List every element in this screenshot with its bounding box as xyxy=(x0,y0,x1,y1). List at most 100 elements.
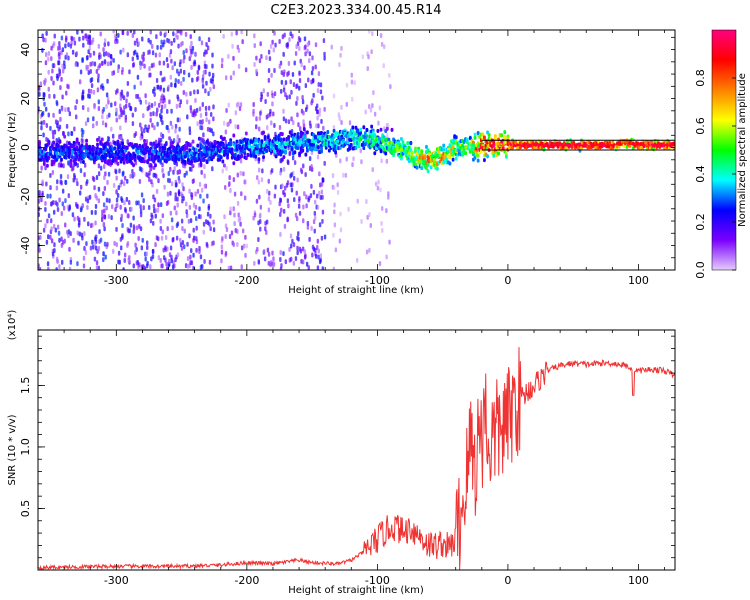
spectrogram-noise-cell xyxy=(267,196,271,202)
spectrogram-noise-cell xyxy=(152,203,156,209)
spectrogram-noise-cell xyxy=(170,58,173,64)
spectrogram-noise-cell xyxy=(143,63,146,69)
spectrogram-noise-cell xyxy=(278,201,281,207)
spectrogram-noise-cell xyxy=(227,121,231,127)
spectrogram-noise-cell xyxy=(44,37,47,43)
spectrogram-noise-cell xyxy=(78,36,81,42)
spectrogram-noise-cell xyxy=(297,231,300,237)
spectrogram-noise-cell xyxy=(170,258,173,264)
spectrogram-noise-cell xyxy=(317,71,321,77)
spectrogram-noise-cell xyxy=(66,83,69,89)
spectrogram-noise-cell xyxy=(98,63,101,69)
spectrogram-noise-cell xyxy=(132,62,135,68)
spectrogram-noise-cell xyxy=(49,172,52,178)
spectrogram-noise-cell xyxy=(220,258,223,264)
spectrogram-noise-cell xyxy=(342,172,345,178)
spectrogram-noise-cell xyxy=(75,114,78,120)
spectrogram-noise-cell xyxy=(85,66,89,72)
spectrogram-noise-cell xyxy=(113,240,116,246)
spectrogram-noise-cell xyxy=(318,111,321,117)
spectrogram-ridge-cell xyxy=(483,158,486,163)
spectrogram-noise-cell xyxy=(89,223,93,229)
spectrogram-noise-cell xyxy=(380,41,384,47)
spectrogram-noise-cell xyxy=(315,123,318,129)
spectrogram-noise-cell xyxy=(292,82,296,88)
spectrogram-noise-cell xyxy=(45,239,49,245)
spectrogram-noise-cell xyxy=(311,244,315,250)
spectrogram-noise-cell xyxy=(259,41,262,47)
spectrogram-noise-cell xyxy=(58,237,61,243)
spectrogram-noise-cell xyxy=(53,93,56,99)
spectrogram-noise-cell xyxy=(159,225,163,231)
spectrogram-noise-cell xyxy=(168,52,172,58)
spectrogram-ridge-cell xyxy=(296,146,300,151)
spectrogram-noise-cell xyxy=(163,39,166,45)
spectrogram-noise-cell xyxy=(206,193,209,199)
spectrogram-noise-cell xyxy=(318,259,322,265)
spectrogram-noise-cell xyxy=(273,123,276,129)
spectrogram-ridge-cell xyxy=(118,145,121,150)
spectrogram-noise-cell xyxy=(108,112,111,118)
spectrogram-noise-cell xyxy=(153,86,156,92)
spectrogram-noise-cell xyxy=(42,132,45,138)
spectrogram-noise-cell xyxy=(303,254,307,260)
spectrogram-noise-cell xyxy=(194,97,197,103)
spectrogram-ridge-cell xyxy=(414,146,417,151)
spectrogram-noise-cell xyxy=(56,206,60,212)
spectrogram-noise-cell xyxy=(119,236,123,242)
spectrogram-noise-cell xyxy=(59,116,62,122)
spectrogram-ridge-cell xyxy=(119,136,123,141)
spectrogram-noise-cell xyxy=(272,256,275,262)
spectrogram-noise-cell xyxy=(135,225,139,231)
spectrogram-noise-cell xyxy=(283,32,286,38)
spectrogram-noise-cell xyxy=(81,58,84,64)
spectrogram-noise-cell xyxy=(155,173,158,179)
spectrogram-noise-cell xyxy=(199,193,202,199)
spectrogram-noise-cell xyxy=(149,117,152,123)
spectrogram-noise-cell xyxy=(68,246,71,252)
spectrogram-noise-cell xyxy=(206,220,210,226)
spectrogram-noise-cell xyxy=(71,212,75,218)
spectrogram-noise-cell xyxy=(189,34,192,40)
spectrogram-ridge-cell xyxy=(163,143,167,148)
spectrogram-noise-cell xyxy=(194,204,198,210)
spectrogram-noise-cell xyxy=(264,99,267,105)
spectrogram-noise-cell xyxy=(137,200,140,206)
spectrogram-noise-cell xyxy=(102,47,105,53)
spectrogram-ridge-cell xyxy=(420,149,424,154)
spectrogram-noise-cell xyxy=(255,55,258,61)
spectrogram-ridge-cell xyxy=(291,135,295,140)
spectrogram-noise-cell xyxy=(225,165,228,171)
spectrogram-noise-cell xyxy=(121,223,124,229)
spectrogram-noise-cell xyxy=(202,132,205,138)
spectrogram-ridge-cell xyxy=(501,146,505,151)
spectrogram-noise-cell xyxy=(94,203,98,209)
spectrogram-noise-cell xyxy=(229,75,233,81)
spectrogram-noise-cell xyxy=(201,118,204,124)
spectrogram-ridge-cell xyxy=(334,150,338,155)
spectrogram-noise-cell xyxy=(241,39,244,45)
spectrogram-noise-cell xyxy=(156,207,160,213)
spectrogram-noise-cell xyxy=(99,165,103,171)
spectrogram-noise-cell xyxy=(280,207,283,213)
spectrogram-noise-cell xyxy=(106,78,109,84)
spectrogram-noise-cell xyxy=(178,237,182,243)
spectrogram-noise-cell xyxy=(167,84,170,90)
spectrogram-noise-cell xyxy=(149,39,152,45)
spectrogram-ridge-cell xyxy=(147,157,151,162)
colorbar-tick-label: 0.8 xyxy=(694,69,707,87)
spectrogram-noise-cell xyxy=(298,196,301,202)
spectrogram-ridge-cell xyxy=(365,128,369,133)
spectrogram-noise-cell xyxy=(161,229,164,235)
spectrogram-noise-cell xyxy=(185,99,189,105)
spectrogram-noise-cell xyxy=(359,148,362,154)
spectrogram-noise-cell xyxy=(75,202,78,208)
spectrogram-noise-cell xyxy=(89,68,92,74)
spectrogram-noise-cell xyxy=(185,213,189,219)
spectrogram-noise-cell xyxy=(123,175,127,181)
spectrogram-noise-cell xyxy=(161,167,164,173)
spectrogram-noise-cell xyxy=(165,261,168,267)
spectrogram-noise-cell xyxy=(366,66,369,72)
spectrogram-noise-cell xyxy=(150,179,153,185)
spectrogram-noise-cell xyxy=(301,99,305,105)
